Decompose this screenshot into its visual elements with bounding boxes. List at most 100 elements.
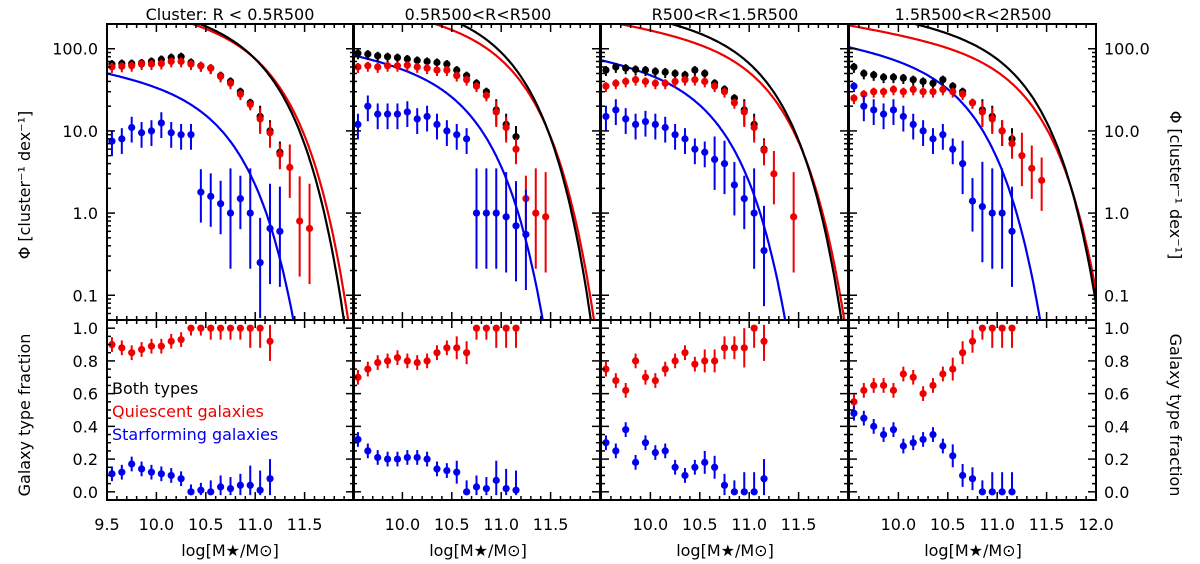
x-tick-label: 11.5 <box>781 515 817 534</box>
fraction-point-quiescent-4 <box>393 354 402 362</box>
data-point-quiescent-16 <box>760 146 768 154</box>
fraction-point-quiescent-1 <box>364 365 372 373</box>
y-axis-label-top-left: Φ [cluster⁻¹ dex⁻¹] <box>15 111 34 260</box>
data-point-starforming-16 <box>266 224 274 233</box>
panel-2: 10.0 10.5 11.0 11.5 <box>352 23 601 534</box>
x-tick-label: 11.5 <box>287 515 323 534</box>
fraction-point-quiescent-13 <box>978 324 986 332</box>
data-point-starforming-7 <box>671 131 679 139</box>
fraction-point-starforming-2 <box>128 460 136 468</box>
mass-function-points <box>850 62 1046 287</box>
data-point-starforming-17 <box>276 227 284 235</box>
data-point-starforming-6 <box>167 129 175 137</box>
fraction-point-quiescent-8 <box>433 349 441 357</box>
data-point-all-16 <box>512 133 520 141</box>
data-point-quiescent-0 <box>602 82 610 90</box>
plot-area: 9.5 10.0 10.5 11.0 11.5 10.0 10.5 11.0 11.5 10.0 1… <box>52 23 1150 534</box>
data-point-starforming-6 <box>909 120 917 129</box>
fraction-point-quiescent-3 <box>631 357 640 365</box>
data-point-all-9 <box>691 66 699 74</box>
y-tick-label-right: 100.0 <box>1104 40 1150 59</box>
data-point-all-4 <box>889 73 898 81</box>
fraction-point-quiescent-15 <box>502 324 510 332</box>
data-point-all-2 <box>870 71 878 79</box>
data-point-starforming-8 <box>681 135 689 143</box>
fraction-point-starforming-0 <box>354 435 362 444</box>
fraction-point-starforming-16 <box>1008 488 1016 496</box>
data-point-starforming-7 <box>423 112 431 121</box>
panel-title-3: R500<R<1.5R500 <box>652 5 799 24</box>
ticks <box>600 23 849 500</box>
data-point-quiescent-1 <box>860 90 868 98</box>
data-point-all-8 <box>929 79 937 87</box>
data-point-starforming-2 <box>128 123 136 132</box>
data-point-quiescent-4 <box>641 77 650 86</box>
fraction-point-quiescent-5 <box>403 357 411 365</box>
data-point-quiescent-6 <box>413 63 421 71</box>
fraction-point-starforming-13 <box>978 488 986 496</box>
data-point-quiescent-4 <box>147 60 156 68</box>
fraction-point-starforming-11 <box>711 463 719 471</box>
data-point-quiescent-13 <box>236 90 244 98</box>
data-point-starforming-2 <box>622 115 630 123</box>
data-point-starforming-15 <box>502 213 510 221</box>
fraction-point-quiescent-8 <box>929 381 937 390</box>
data-point-all-3 <box>879 73 888 81</box>
fraction-point-starforming-4 <box>393 455 402 463</box>
data-point-all-2 <box>374 52 382 60</box>
data-point-starforming-5 <box>651 120 659 129</box>
fraction-point-quiescent-1 <box>860 386 868 394</box>
fraction-point-starforming-4 <box>147 468 156 476</box>
data-point-quiescent-9 <box>443 66 451 74</box>
data-point-quiescent-10 <box>207 64 215 72</box>
fraction-point-quiescent-11 <box>959 349 967 357</box>
fraction-point-starforming-1 <box>612 447 620 455</box>
fraction-point-starforming-0 <box>602 439 610 447</box>
fraction-points <box>602 324 768 496</box>
data-point-quiescent-4 <box>393 62 402 70</box>
data-point-starforming-8 <box>187 131 195 139</box>
panel-title-4: 1.5R500<R<2R500 <box>895 5 1052 24</box>
data-point-all-8 <box>433 58 441 67</box>
fraction-point-starforming-10 <box>701 458 709 466</box>
x-tick-label: 11.0 <box>731 515 767 534</box>
x-tick-label: 10.0 <box>139 515 175 534</box>
data-point-starforming-2 <box>870 106 878 114</box>
data-point-quiescent-0 <box>354 63 362 71</box>
fraction-point-starforming-12 <box>472 483 481 491</box>
fraction-point-quiescent-10 <box>453 344 461 352</box>
y-tick-labels: 100.0 100.0 10.0 10.0 1.0 1.0 0.1 0.1 1.0 1.0 0.8 0… <box>52 40 1150 502</box>
data-point-starforming-0 <box>850 82 858 90</box>
fraction-points <box>354 324 520 496</box>
fit-curve-quiescent <box>849 24 1096 292</box>
fraction-point-quiescent-6 <box>167 337 175 345</box>
fraction-point-quiescent-1 <box>118 344 126 352</box>
data-point-quiescent-15 <box>256 115 264 123</box>
x-axis-label-3: log[M★/M⊙] <box>676 541 774 560</box>
data-point-starforming-14 <box>740 195 748 203</box>
fraction-point-quiescent-16 <box>266 337 274 345</box>
fraction-point-starforming-5 <box>899 442 907 450</box>
y-tick-label-left: 100.0 <box>52 40 98 59</box>
data-point-starforming-12 <box>226 209 235 217</box>
data-point-quiescent-13 <box>482 91 490 100</box>
axis-labels: Φ [cluster⁻¹ dex⁻¹] Galaxy type fraction… <box>15 111 1185 560</box>
panel-title-2: 0.5R500<R<R500 <box>405 5 552 24</box>
data-point-quiescent-19 <box>1038 176 1046 184</box>
fraction-point-starforming-12 <box>968 475 977 483</box>
fraction-point-starforming-14 <box>492 476 500 484</box>
data-point-starforming-5 <box>403 108 411 116</box>
fraction-point-quiescent-10 <box>949 365 957 373</box>
fraction-point-quiescent-2 <box>374 358 382 367</box>
fraction-tick-label-right: 0.2 <box>1104 450 1129 469</box>
data-point-starforming-4 <box>641 117 650 126</box>
data-point-starforming-13 <box>730 181 738 189</box>
fraction-point-starforming-16 <box>266 475 274 483</box>
data-point-quiescent-1 <box>612 79 620 87</box>
fraction-point-quiescent-4 <box>889 386 898 394</box>
fit-curve-all <box>458 24 592 320</box>
panel-1: 9.5 10.0 10.5 11.0 11.5 <box>94 23 355 534</box>
fit-curves <box>107 24 350 320</box>
data-point-starforming-14 <box>988 209 996 217</box>
fraction-point-quiescent-14 <box>740 344 748 352</box>
